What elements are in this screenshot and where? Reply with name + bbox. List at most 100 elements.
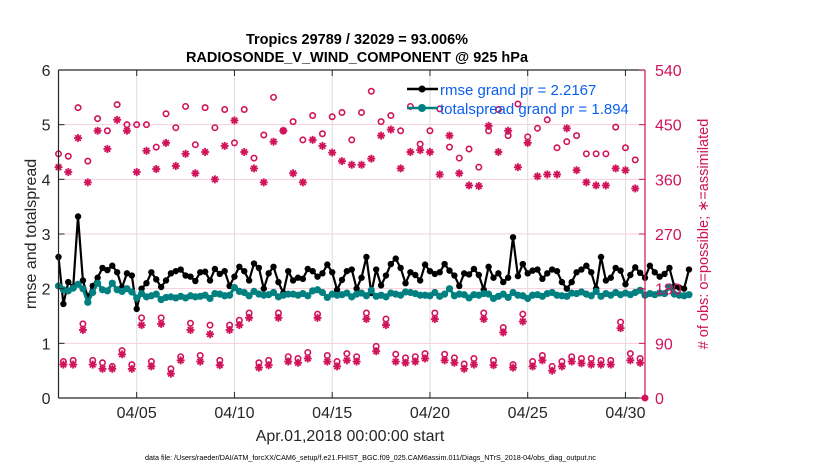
obs-assimilated-point xyxy=(83,178,92,187)
obs-possible-point xyxy=(250,154,258,162)
asterisk-stroke xyxy=(64,168,72,176)
asterisk-stroke xyxy=(421,355,429,362)
obs-assimilated-point xyxy=(59,360,68,369)
rmse-point xyxy=(573,269,580,276)
asterisk-stroke xyxy=(426,148,434,156)
rmse-point xyxy=(377,282,385,289)
obs-assimilated-point xyxy=(118,350,127,359)
rmse-point xyxy=(563,285,570,292)
obs-assimilated-point xyxy=(122,126,131,135)
totalspread-point xyxy=(79,285,87,293)
rmse-point xyxy=(397,264,404,272)
obs-assimilated-point xyxy=(74,134,83,143)
totalspread-point xyxy=(382,293,390,301)
totalspread-point xyxy=(108,279,116,287)
asterisk-stroke xyxy=(636,359,644,367)
x-tick-label: 04/10 xyxy=(214,405,254,422)
rmse-point xyxy=(294,274,302,281)
y-tick-label-right: 90 xyxy=(655,336,673,353)
asterisk-stroke xyxy=(592,181,600,189)
obs-assimilated-point xyxy=(636,358,645,367)
rmse-point xyxy=(304,265,311,273)
totalspread-point xyxy=(592,287,600,295)
x-axis-label: Apr.01,2018 00:00:00 start xyxy=(256,428,445,445)
obs-assimilated-point xyxy=(504,126,513,135)
rmse-point xyxy=(602,277,610,284)
obs-assimilated-point xyxy=(176,356,185,365)
axes: 0 1 2 3 4 5 6 0 90 180 270 360 450 540 04/05 04/10 04/15… xyxy=(42,63,682,422)
obs-assimilated-point xyxy=(191,169,200,178)
rmse-point xyxy=(255,264,263,272)
rmse-point xyxy=(612,264,619,272)
rmse-point xyxy=(568,278,575,286)
obs-assimilated-point xyxy=(460,364,469,373)
asterisk-stroke xyxy=(270,138,277,146)
rmse-point xyxy=(177,266,184,273)
rmse-point xyxy=(588,269,595,276)
y-tick-label-right: 450 xyxy=(655,118,682,135)
rmse-point xyxy=(426,267,434,275)
obs-possible-point xyxy=(494,105,502,113)
rmse-point xyxy=(231,273,238,280)
totalspread-point xyxy=(89,288,97,297)
obs-possible-point xyxy=(392,350,400,358)
obs-assimilated-point xyxy=(269,137,278,146)
obs-assimilated-point xyxy=(210,175,219,184)
obs-assimilated-point xyxy=(132,168,141,177)
asterisk-stroke xyxy=(441,356,449,364)
y-tick-label-left: 2 xyxy=(42,282,51,299)
obs-assimilated-point xyxy=(196,357,205,366)
obs-assimilated-point xyxy=(186,325,195,334)
rmse-point xyxy=(153,276,160,283)
rmse-point xyxy=(578,266,585,273)
asterisk-stroke xyxy=(446,132,453,140)
obs-possible-point xyxy=(309,112,317,120)
asterisk-stroke xyxy=(416,146,424,154)
totalspread-point xyxy=(245,292,253,300)
obs-possible-point xyxy=(348,136,356,144)
legend: rmse grand pr = 2.2167 totalspread grand… xyxy=(407,82,629,118)
rmse-point xyxy=(211,265,219,273)
obs-possible-point xyxy=(84,157,92,165)
asterisk-stroke xyxy=(631,185,639,192)
obs-possible-point xyxy=(465,145,473,153)
asterisk-stroke xyxy=(509,364,517,372)
obs-assimilated-point xyxy=(308,135,317,144)
rmse-point xyxy=(597,253,605,261)
obs-possible-point xyxy=(602,150,610,158)
asterisk-stroke xyxy=(216,361,224,369)
x-tick-label: 04/05 xyxy=(117,405,157,422)
y-tick-label-right: 360 xyxy=(655,172,682,189)
asterisk-stroke xyxy=(524,139,532,147)
y-tick-label-left: 5 xyxy=(42,118,51,135)
obs-possible-point xyxy=(98,359,106,367)
obs-assimilated-point xyxy=(333,362,342,371)
asterisk-stroke xyxy=(597,361,605,369)
rmse-point xyxy=(431,270,439,278)
y-axis-label-right: # of obs: o=possible; ∗=assimilated xyxy=(696,119,712,350)
asterisk-stroke xyxy=(538,356,546,364)
asterisk-stroke xyxy=(260,178,268,186)
asterisk-stroke xyxy=(240,148,248,156)
obs-assimilated-point xyxy=(171,161,180,170)
obs-assimilated-point xyxy=(543,170,552,179)
obs-possible-point xyxy=(617,318,625,326)
obs-possible-point xyxy=(299,136,307,144)
obs-assimilated-point xyxy=(352,357,361,366)
obs-possible-point xyxy=(230,139,238,147)
obs-assimilated-point xyxy=(484,121,493,130)
obs-possible-point xyxy=(133,121,141,129)
rmse-point xyxy=(74,213,82,220)
asterisk-stroke xyxy=(475,182,483,190)
totalspread-point xyxy=(587,292,595,300)
asterisk-stroke xyxy=(494,148,502,156)
rmse-point xyxy=(221,267,228,275)
obs-assimilated-point xyxy=(69,360,78,369)
obs-possible-point xyxy=(79,320,87,328)
rmse-point xyxy=(553,267,561,275)
obs-assimilated-point xyxy=(337,157,346,166)
rmse-point xyxy=(451,272,458,279)
obs-possible-point xyxy=(343,350,351,358)
rmse-point xyxy=(358,274,365,281)
obs-assimilated-point xyxy=(421,354,430,363)
